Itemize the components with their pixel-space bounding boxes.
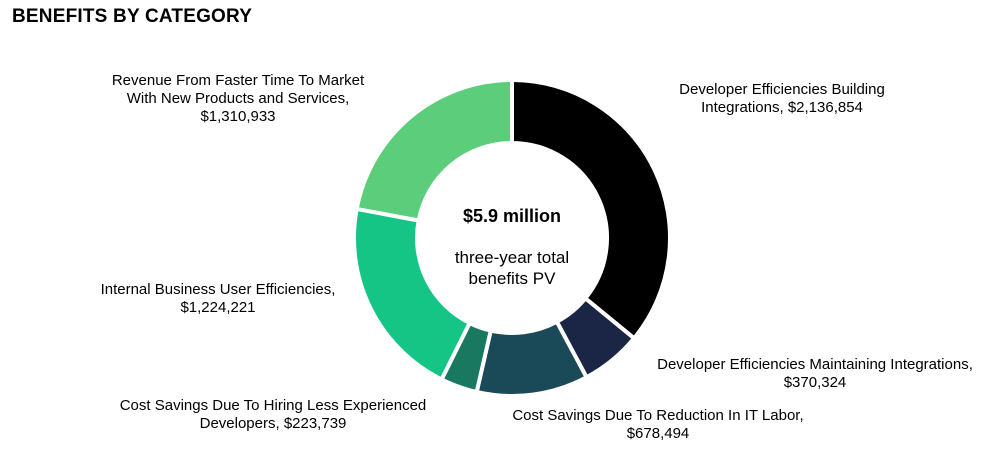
slice-label-6-line-1: Revenue From Faster Time To Market	[112, 72, 365, 89]
slice-label-2-line-2: $370,324	[784, 374, 847, 391]
center-caption-line-1: three-year total	[455, 248, 569, 267]
slice-label-4-line-1: Cost Savings Due To Hiring Less Experien…	[120, 397, 427, 414]
slice-label-2: Developer Efficiencies Maintaining Integ…	[657, 356, 973, 391]
donut-slice-1	[510, 77, 672, 342]
slice-label-6: Revenue From Faster Time To Market With N…	[112, 72, 365, 125]
slice-label-5: Internal Business User Efficiencies, $1,2…	[101, 281, 336, 316]
slice-label-6-line-2: With New Products and Services,	[127, 90, 350, 107]
slice-label-1-line-1: Developer Efficiencies Building	[679, 81, 885, 98]
slice-label-6-line-3: $1,310,933	[200, 108, 275, 125]
slice-label-4-line-2: Developers, $223,739	[200, 415, 347, 432]
slice-label-5-line-1: Internal Business User Efficiencies,	[101, 281, 336, 298]
slice-label-1-line-2: Integrations, $2,136,854	[701, 99, 863, 116]
slice-label-4: Cost Savings Due To Hiring Less Experien…	[120, 397, 427, 432]
slice-label-3-line-1: Cost Savings Due To Reduction In IT Labo…	[512, 407, 803, 424]
slice-label-3: Cost Savings Due To Reduction In IT Labo…	[512, 407, 803, 442]
donut-slice-5	[352, 206, 473, 383]
donut-slices	[352, 77, 672, 398]
slice-label-1: Developer Efficiencies Building Integrati…	[679, 81, 885, 116]
slice-labels: Developer Efficiencies Building Integrati…	[101, 72, 973, 442]
donut-center: $5.9 million three-year total benefits P…	[455, 206, 569, 288]
center-caption-line-2: benefits PV	[469, 269, 557, 288]
center-total-value: $5.9 million	[463, 206, 561, 226]
slice-label-2-line-1: Developer Efficiencies Maintaining Integ…	[657, 356, 973, 373]
chart-title: BENEFITS BY CATEGORY	[12, 6, 253, 27]
donut-slice-6	[354, 77, 514, 223]
slice-label-5-line-2: $1,224,221	[180, 299, 255, 316]
slice-label-3-line-2: $678,494	[627, 425, 690, 442]
